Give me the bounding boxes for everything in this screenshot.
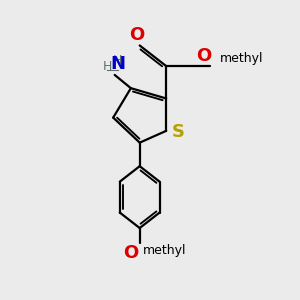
Text: H: H (113, 54, 122, 67)
Text: O: O (129, 26, 144, 44)
Text: N: N (110, 56, 125, 74)
Text: H: H (102, 60, 112, 74)
Text: methyl: methyl (220, 52, 263, 64)
Text: O: O (123, 244, 138, 262)
Text: methyl: methyl (142, 244, 186, 257)
Text: S: S (172, 123, 184, 141)
Text: O: O (196, 46, 211, 64)
